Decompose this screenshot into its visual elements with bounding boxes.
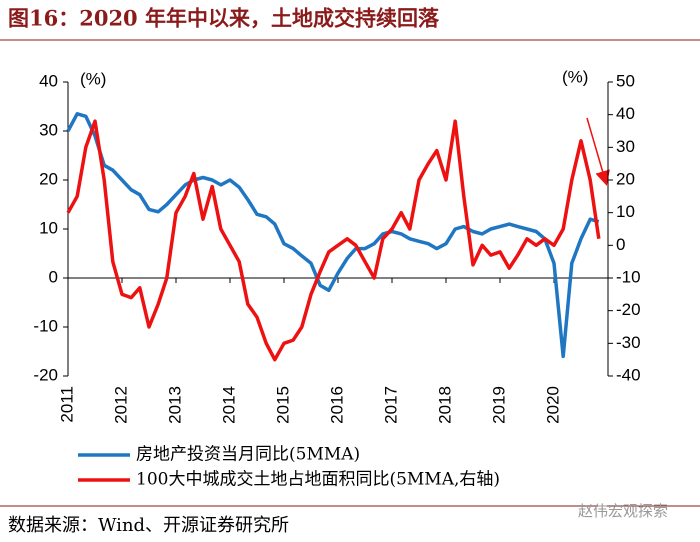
y-tick-label: 0 bbox=[49, 267, 58, 286]
data-line bbox=[66, 119, 601, 362]
data-line bbox=[66, 112, 600, 359]
source-note: 数据来源：Wind、开源证券研究所 bbox=[8, 515, 289, 536]
legend-label: 100大中城成交土地占地面积同比(5MMA,右轴) bbox=[136, 470, 500, 490]
y2-tick-label: 30 bbox=[616, 137, 635, 156]
x-tick-label: 2017 bbox=[381, 386, 400, 424]
x-tick-label: 2015 bbox=[273, 386, 292, 424]
y2-tick-label: 40 bbox=[616, 104, 635, 123]
y-tick-label: 40 bbox=[39, 71, 58, 90]
x-tick-label: 2016 bbox=[327, 386, 346, 424]
x-tick-label: 2013 bbox=[165, 386, 184, 424]
y2-tick-label: -40 bbox=[616, 365, 641, 384]
y2-tick-label: -10 bbox=[616, 267, 641, 286]
y-tick-label: 30 bbox=[39, 120, 58, 139]
x-tick-label: 2020 bbox=[543, 386, 562, 424]
y-tick-label: 10 bbox=[39, 218, 58, 237]
x-tick-label: 2012 bbox=[111, 386, 130, 424]
watermark: 赵伟宏观探索 bbox=[578, 502, 668, 520]
y2-tick-label: 10 bbox=[616, 202, 635, 221]
x-tick-label: 2014 bbox=[219, 386, 238, 424]
y-tick-label: -10 bbox=[33, 316, 58, 335]
x-tick-label: 2019 bbox=[489, 386, 508, 424]
y-tick-label: 20 bbox=[39, 169, 58, 188]
x-tick-label: 2018 bbox=[435, 386, 454, 424]
y-axis-label: (%) bbox=[80, 69, 106, 88]
chart-title: 图16：2020 年年中以来，土地成交持续回落 bbox=[8, 6, 440, 31]
y2-axis-label: (%) bbox=[562, 67, 588, 86]
y2-tick-label: 50 bbox=[616, 71, 635, 90]
y2-tick-label: -30 bbox=[616, 333, 641, 352]
legend-label: 房地产投资当月同比(5MMA) bbox=[136, 445, 360, 465]
y-tick-label: -20 bbox=[33, 365, 58, 384]
y2-tick-label: 0 bbox=[616, 235, 625, 254]
y2-tick-label: 20 bbox=[616, 169, 635, 188]
y2-tick-label: -20 bbox=[616, 300, 641, 319]
x-tick-label: 2011 bbox=[57, 386, 76, 423]
annotation-arrow bbox=[586, 117, 610, 186]
